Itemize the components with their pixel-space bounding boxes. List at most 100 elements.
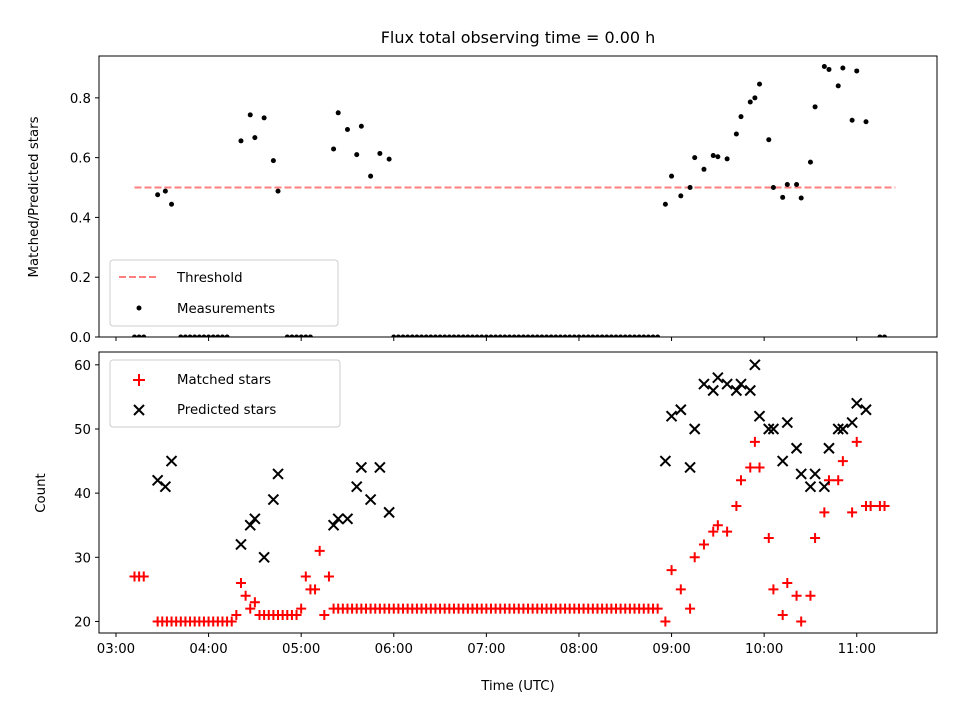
matched-star-point	[865, 500, 876, 511]
measurement-point	[247, 112, 253, 118]
measurement-point	[196, 334, 202, 337]
measurement-point	[437, 334, 443, 337]
predicted-star-point	[355, 461, 368, 474]
matched-star-point	[791, 590, 802, 601]
measurement-point	[636, 334, 642, 337]
matched-star-point	[235, 577, 246, 588]
measurement-point	[488, 334, 494, 337]
measurement-point	[192, 334, 198, 337]
measurement-point	[645, 334, 651, 337]
x-axis-label: Time (UTC)	[480, 679, 555, 694]
predicted-star-point	[823, 442, 835, 454]
predicted-star-point	[707, 384, 719, 397]
matched-star-point	[319, 610, 330, 621]
matched-star-point	[847, 507, 858, 518]
x-tick-label: 07:00	[467, 642, 505, 657]
predicted-star-point	[659, 455, 672, 467]
x-tick-label: 08:00	[560, 642, 598, 657]
measurement-point	[599, 334, 605, 337]
bottom-legend-box	[109, 359, 341, 428]
measurement-point	[368, 173, 374, 179]
matched-star-point	[851, 436, 862, 447]
x-tick-label: 03:00	[97, 642, 135, 657]
measurement-point	[807, 159, 813, 165]
top-axes-frame	[98, 55, 938, 338]
measurement-point	[525, 334, 531, 337]
measurement-point	[136, 334, 142, 337]
x-tick-label: 04:00	[189, 642, 227, 657]
bottom-legend: Matched stars Predicted stars	[109, 359, 341, 428]
measurement-point	[835, 83, 841, 89]
measurement-point	[206, 334, 212, 337]
measurement-point	[354, 152, 360, 158]
matched-star-point	[240, 590, 251, 601]
measurement-point	[544, 334, 550, 337]
matched-star-point	[138, 571, 149, 582]
matched-star-point	[314, 545, 325, 556]
matched-star-point	[722, 526, 733, 537]
measurement-point	[641, 334, 647, 337]
matched-star-point	[708, 526, 719, 537]
measurement-point	[155, 192, 161, 198]
bottom-plot-panel: 20 30 40 50 60 03:00 04:00 05:00 06:00 07:00 08:00…	[74, 351, 938, 657]
measurement-point	[178, 334, 184, 337]
measurement-point	[169, 201, 175, 207]
measurement-point	[692, 155, 698, 161]
measurement-point	[497, 334, 503, 337]
measurement-point	[826, 66, 832, 72]
x-tick-label: 05:00	[282, 642, 320, 657]
x-tick-label: 11:00	[838, 642, 876, 657]
measurement-point	[627, 334, 633, 337]
measurement-point	[594, 334, 600, 337]
measurement-point	[669, 173, 675, 179]
measurement-point	[650, 334, 656, 337]
measurement-point	[581, 334, 587, 337]
predicted-star-point	[795, 468, 807, 480]
predicted-star-point	[244, 519, 256, 531]
measurement-point	[419, 334, 425, 337]
matched-star-point	[810, 533, 821, 544]
measurement-point	[567, 334, 573, 337]
measurement-point	[724, 156, 730, 162]
predicted-star-point	[165, 455, 178, 467]
y-tick-label: 30	[74, 551, 91, 566]
top-plot-panel: 0.0 0.2 0.4 0.6 0.8	[70, 55, 938, 346]
matched-star-point	[323, 571, 334, 582]
measurement-point	[238, 138, 244, 144]
measurement-point	[576, 334, 582, 337]
measurement-point	[752, 95, 758, 101]
measurement-point	[585, 334, 591, 337]
measurement-point	[701, 166, 707, 172]
measurement-point	[395, 334, 401, 337]
predicted-star-point	[258, 551, 270, 564]
measurement-point	[261, 115, 267, 121]
predicted-star-point	[837, 423, 849, 435]
measurement-point	[456, 334, 462, 337]
measurement-point	[182, 334, 188, 337]
predicted-star-point	[790, 442, 803, 454]
measurement-point	[493, 334, 499, 337]
measurement-point	[557, 334, 563, 337]
matched-star-point	[879, 500, 890, 511]
measurement-point	[622, 334, 628, 337]
matched-star-point	[768, 584, 779, 595]
measurement-point	[344, 127, 350, 133]
measurement-point	[613, 334, 619, 337]
legend-predicted-label: Predicted stars	[177, 403, 276, 418]
measurement-point	[405, 334, 411, 337]
legend-matched-label: Matched stars	[177, 373, 271, 388]
measurement-point	[442, 334, 448, 337]
measurement-point	[548, 334, 554, 337]
matched-star-point	[819, 507, 830, 518]
matched-star-point	[837, 456, 848, 467]
measurement-point	[608, 334, 614, 337]
y-tick-label: 50	[74, 423, 91, 438]
measurement-point	[275, 188, 281, 194]
measurement-point	[840, 65, 846, 71]
matched-star-point	[291, 610, 302, 621]
y-tick-label: 60	[74, 359, 91, 374]
predicted-star-point	[744, 384, 756, 397]
measurement-point	[539, 334, 545, 337]
measurement-point	[224, 334, 230, 337]
measurement-point	[618, 334, 624, 337]
